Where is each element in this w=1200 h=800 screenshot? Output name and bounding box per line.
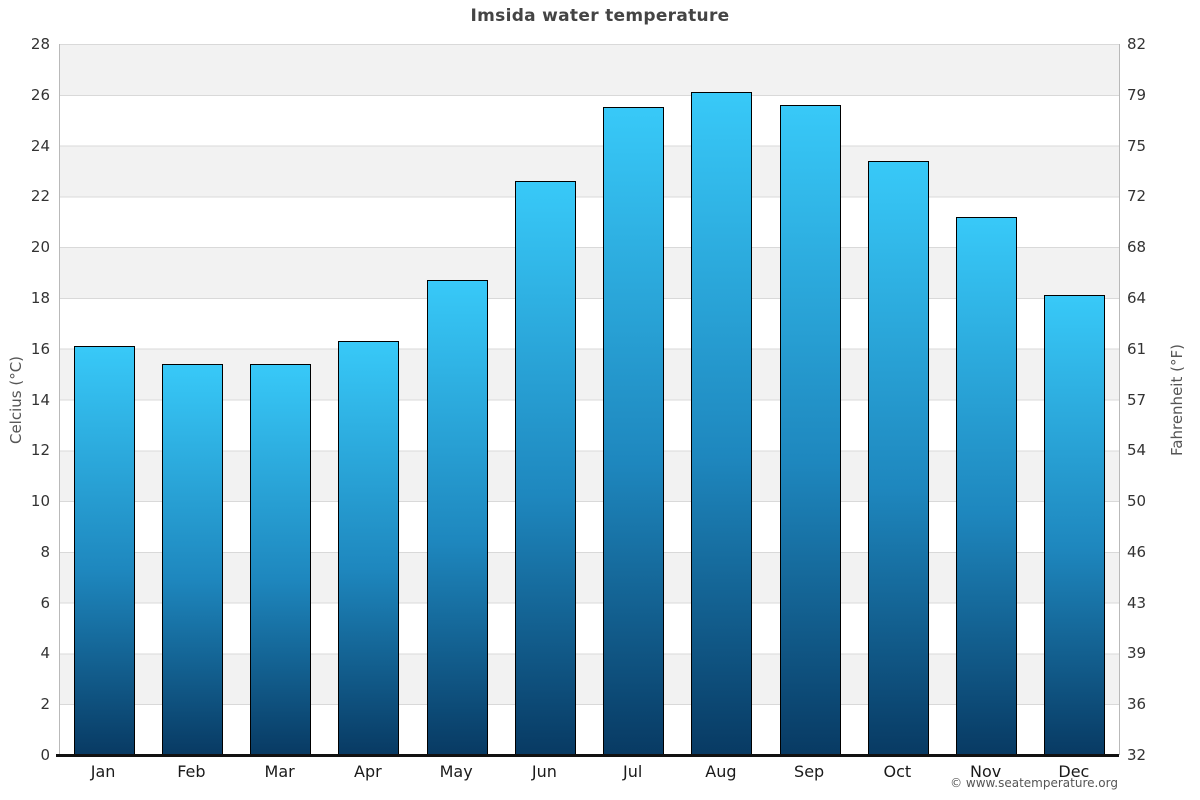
y-tick-fahrenheit-46: 46 [1127, 542, 1147, 561]
y-tick-celsius-8: 8 [40, 542, 50, 561]
bar-jun[interactable] [514, 181, 576, 755]
bar-mar[interactable] [250, 363, 312, 755]
bar-apr[interactable] [338, 341, 400, 755]
y-tick-celsius-16: 16 [30, 339, 50, 358]
bar-aug[interactable] [691, 92, 753, 755]
x-tick-nov: Nov [970, 762, 1002, 781]
x-tick-mar: Mar [264, 762, 295, 781]
x-tick-jul: Jul [622, 762, 643, 781]
y-tick-fahrenheit-64: 64 [1127, 288, 1147, 307]
y-tick-fahrenheit-43: 43 [1127, 593, 1147, 612]
bar-jul[interactable] [603, 107, 665, 755]
y-tick-celsius-26: 26 [30, 85, 50, 104]
x-tick-feb: Feb [177, 762, 206, 781]
y-tick-celsius-14: 14 [30, 390, 50, 409]
y-tick-celsius-20: 20 [30, 238, 50, 257]
y-tick-fahrenheit-36: 36 [1127, 695, 1147, 714]
y-tick-celsius-4: 4 [40, 644, 50, 663]
bar-nov[interactable] [956, 216, 1018, 755]
y-tick-fahrenheit-54: 54 [1127, 441, 1147, 460]
bar-may[interactable] [426, 280, 488, 755]
y-tick-fahrenheit-82: 82 [1127, 35, 1147, 53]
chart-title: Imsida water temperature [470, 6, 730, 26]
y-tick-celsius-18: 18 [30, 288, 50, 307]
y-tick-fahrenheit-75: 75 [1127, 136, 1147, 155]
x-tick-apr: Apr [354, 762, 382, 781]
x-tick-jun: Jun [531, 762, 557, 781]
y-tick-fahrenheit-57: 57 [1127, 390, 1147, 409]
y-tick-celsius-10: 10 [30, 492, 50, 511]
x-tick-oct: Oct [883, 762, 912, 781]
y-tick-celsius-24: 24 [30, 136, 50, 155]
x-tick-jan: Jan [90, 762, 116, 781]
y-tick-fahrenheit-61: 61 [1127, 339, 1147, 358]
bar-jan[interactable] [73, 346, 135, 755]
bar-dec[interactable] [1044, 295, 1106, 755]
x-axis-baseline [56, 754, 1119, 757]
bar-feb[interactable] [161, 363, 223, 755]
y-tick-fahrenheit-68: 68 [1127, 238, 1147, 257]
x-tick-dec: Dec [1058, 762, 1090, 781]
y-tick-fahrenheit-32: 32 [1127, 746, 1147, 764]
y-tick-fahrenheit-79: 79 [1127, 85, 1147, 104]
y-tick-fahrenheit-72: 72 [1127, 187, 1147, 206]
y-tick-celsius-12: 12 [30, 441, 50, 460]
x-tick-may: May [439, 762, 473, 781]
y-tick-celsius-0: 0 [40, 746, 50, 764]
plot-area [59, 44, 1120, 755]
y-tick-celsius-6: 6 [40, 593, 50, 612]
y-tick-fahrenheit-39: 39 [1127, 644, 1147, 663]
bar-oct[interactable] [867, 160, 929, 755]
bar-sep[interactable] [779, 104, 841, 755]
y-tick-fahrenheit-50: 50 [1127, 492, 1147, 511]
copyright-footer: © www.seatemperature.org [950, 776, 1118, 790]
x-tick-sep: Sep [794, 762, 825, 781]
y-tick-celsius-28: 28 [30, 35, 50, 53]
y-tick-celsius-2: 2 [40, 695, 50, 714]
x-tick-aug: Aug [705, 762, 737, 781]
y-tick-celsius-22: 22 [30, 187, 50, 206]
